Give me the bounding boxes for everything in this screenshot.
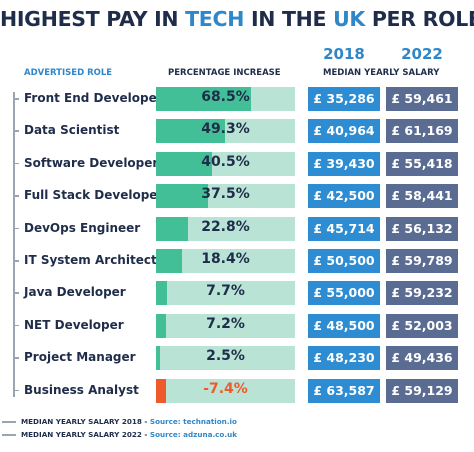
salary-2018-label: £ 48,230 — [308, 346, 380, 371]
percentage-bar — [156, 313, 166, 338]
year-2022-header: 2022 — [401, 45, 443, 63]
role-label: Front End Developer — [24, 91, 163, 105]
salary-2018-label: £ 55,000 — [308, 281, 380, 306]
percentage-label: 22.8% — [201, 218, 250, 235]
percentage-bar — [156, 184, 209, 209]
percentage-label: 18.4% — [201, 251, 250, 267]
role-label: NET Developer — [24, 317, 124, 332]
source-note-2022: MEDIAN YEARLY SALARY 2022 - Source: adzu… — [0, 430, 237, 439]
source-line — [2, 434, 16, 436]
percentage-bar — [156, 119, 225, 144]
role-label: Data Scientist — [24, 123, 120, 138]
percentage-label: 7.2% — [206, 315, 245, 332]
salary-2022-label: £ 49,436 — [386, 346, 458, 371]
percentage-label: 49.3% — [201, 121, 250, 138]
percentage-label: 68.5% — [201, 89, 250, 105]
source-label-2018: MEDIAN YEARLY SALARY 2018 - — [21, 417, 150, 426]
title-part-5: PER ROLE — [365, 7, 474, 31]
median-salary-header: MEDIAN YEARLY SALARY — [323, 68, 440, 78]
role-label: Business Analyst — [24, 382, 139, 397]
timeline-tick — [13, 130, 19, 132]
source-line — [2, 421, 16, 423]
timeline-tick — [13, 98, 19, 100]
table-row: DevOps Engineer 22.8% £ 45,714 £ 56,132 — [0, 216, 474, 242]
table-row: Software Developer 40.5% £ 39,430 £ 55,418 — [0, 151, 474, 177]
timeline-tick — [13, 324, 19, 327]
salary-2022-label: £ 58,441 — [386, 184, 458, 209]
salary-2018-label: £ 42,500 — [308, 184, 380, 209]
chart-title: HIGHEST PAY IN TECH IN THE UK PER ROLE — [0, 7, 474, 31]
timeline-tick — [13, 357, 19, 359]
title-part-tech: TECH — [185, 7, 245, 31]
table-row: Front End Developer 68.5% £ 35,286 £ 59,461 — [0, 86, 474, 112]
percentage-increase-header: PERCENTAGE INCREASE — [168, 68, 281, 78]
salary-2022-label: £ 59,789 — [386, 249, 458, 273]
percentage-bar-track — [156, 281, 295, 306]
salary-2018-label: £ 35,286 — [308, 87, 380, 111]
timeline-tick — [13, 227, 19, 230]
table-row: NET Developer 7.2% £ 48,500 £ 52,003 — [0, 313, 474, 339]
salary-2022-label: £ 56,132 — [386, 216, 458, 241]
table-row: Full Stack Developer 37.5% £ 42,500 £ 58,44… — [0, 183, 474, 209]
percentage-label: -7.4% — [203, 380, 248, 397]
title-part-uk: UK — [333, 7, 365, 31]
table-row: IT System Architect 18.4% £ 50,500 £ 59,789 — [0, 248, 474, 274]
salary-2022-label: £ 61,169 — [386, 119, 458, 144]
timeline-tick — [13, 162, 19, 165]
table-row: Project Manager 2.5% £ 48,230 £ 49,436 — [0, 345, 474, 371]
percentage-bar — [156, 87, 252, 111]
advertised-role-header: ADVERTISED ROLE — [24, 68, 113, 78]
percentage-bar-track — [156, 378, 295, 403]
percentage-label: 37.5% — [201, 186, 250, 203]
table-row: Business Analyst -7.4% £ 63,587 £ 59,129 — [0, 378, 474, 404]
percentage-bar — [156, 378, 167, 403]
percentage-bar — [156, 216, 188, 241]
role-label: IT System Architect — [24, 253, 157, 267]
salary-2018-label: £ 40,964 — [308, 119, 380, 144]
timeline-tick — [13, 260, 19, 262]
percentage-bar — [156, 151, 213, 176]
source-value-2022: Source: adzuna.co.uk — [149, 430, 237, 439]
percentage-label: 2.5% — [206, 348, 245, 365]
source-note-2018: MEDIAN YEARLY SALARY 2018 - Source: tech… — [0, 417, 237, 426]
salary-2022-label: £ 55,418 — [386, 151, 458, 176]
year-2018-header: 2018 — [323, 45, 365, 63]
title-part-3: IN THE — [244, 7, 334, 31]
percentage-bar-track — [156, 346, 295, 371]
timeline-tick — [13, 389, 19, 392]
role-label: Project Manager — [24, 350, 136, 365]
salary-2018-label: £ 39,430 — [308, 151, 380, 176]
title-part-1: HIGHEST PAY IN — [0, 7, 186, 31]
percentage-bar — [156, 249, 182, 273]
timeline-tick — [13, 195, 19, 197]
salary-2022-label: £ 59,461 — [386, 87, 458, 111]
table-row: Data Scientist 49.3% £ 40,964 £ 61,169 — [0, 118, 474, 144]
source-value-2018: Source: technation.io — [149, 417, 237, 426]
table-row: Java Developer 7.7% £ 55,000 £ 59,232 — [0, 280, 474, 306]
timeline-tick — [13, 292, 19, 294]
role-label: Full Stack Developer — [24, 188, 164, 203]
salary-2022-label: £ 52,003 — [386, 313, 458, 338]
timeline-line — [13, 92, 15, 397]
salary-2022-label: £ 59,129 — [386, 378, 458, 403]
percentage-bar — [156, 346, 160, 371]
role-label: Software Developer — [24, 155, 159, 170]
source-label-2022: MEDIAN YEARLY SALARY 2022 - — [21, 430, 150, 439]
role-label: Java Developer — [24, 285, 126, 300]
salary-2018-label: £ 50,500 — [308, 249, 380, 273]
salary-2018-label: £ 48,500 — [308, 313, 380, 338]
salary-2018-label: £ 63,587 — [308, 378, 380, 403]
salary-2018-label: £ 45,714 — [308, 216, 380, 241]
percentage-bar-track — [156, 313, 295, 338]
salary-2022-label: £ 59,232 — [386, 281, 458, 306]
role-label: DevOps Engineer — [24, 220, 141, 235]
percentage-label: 7.7% — [206, 283, 245, 300]
percentage-label: 40.5% — [201, 153, 250, 170]
percentage-bar — [156, 281, 167, 306]
